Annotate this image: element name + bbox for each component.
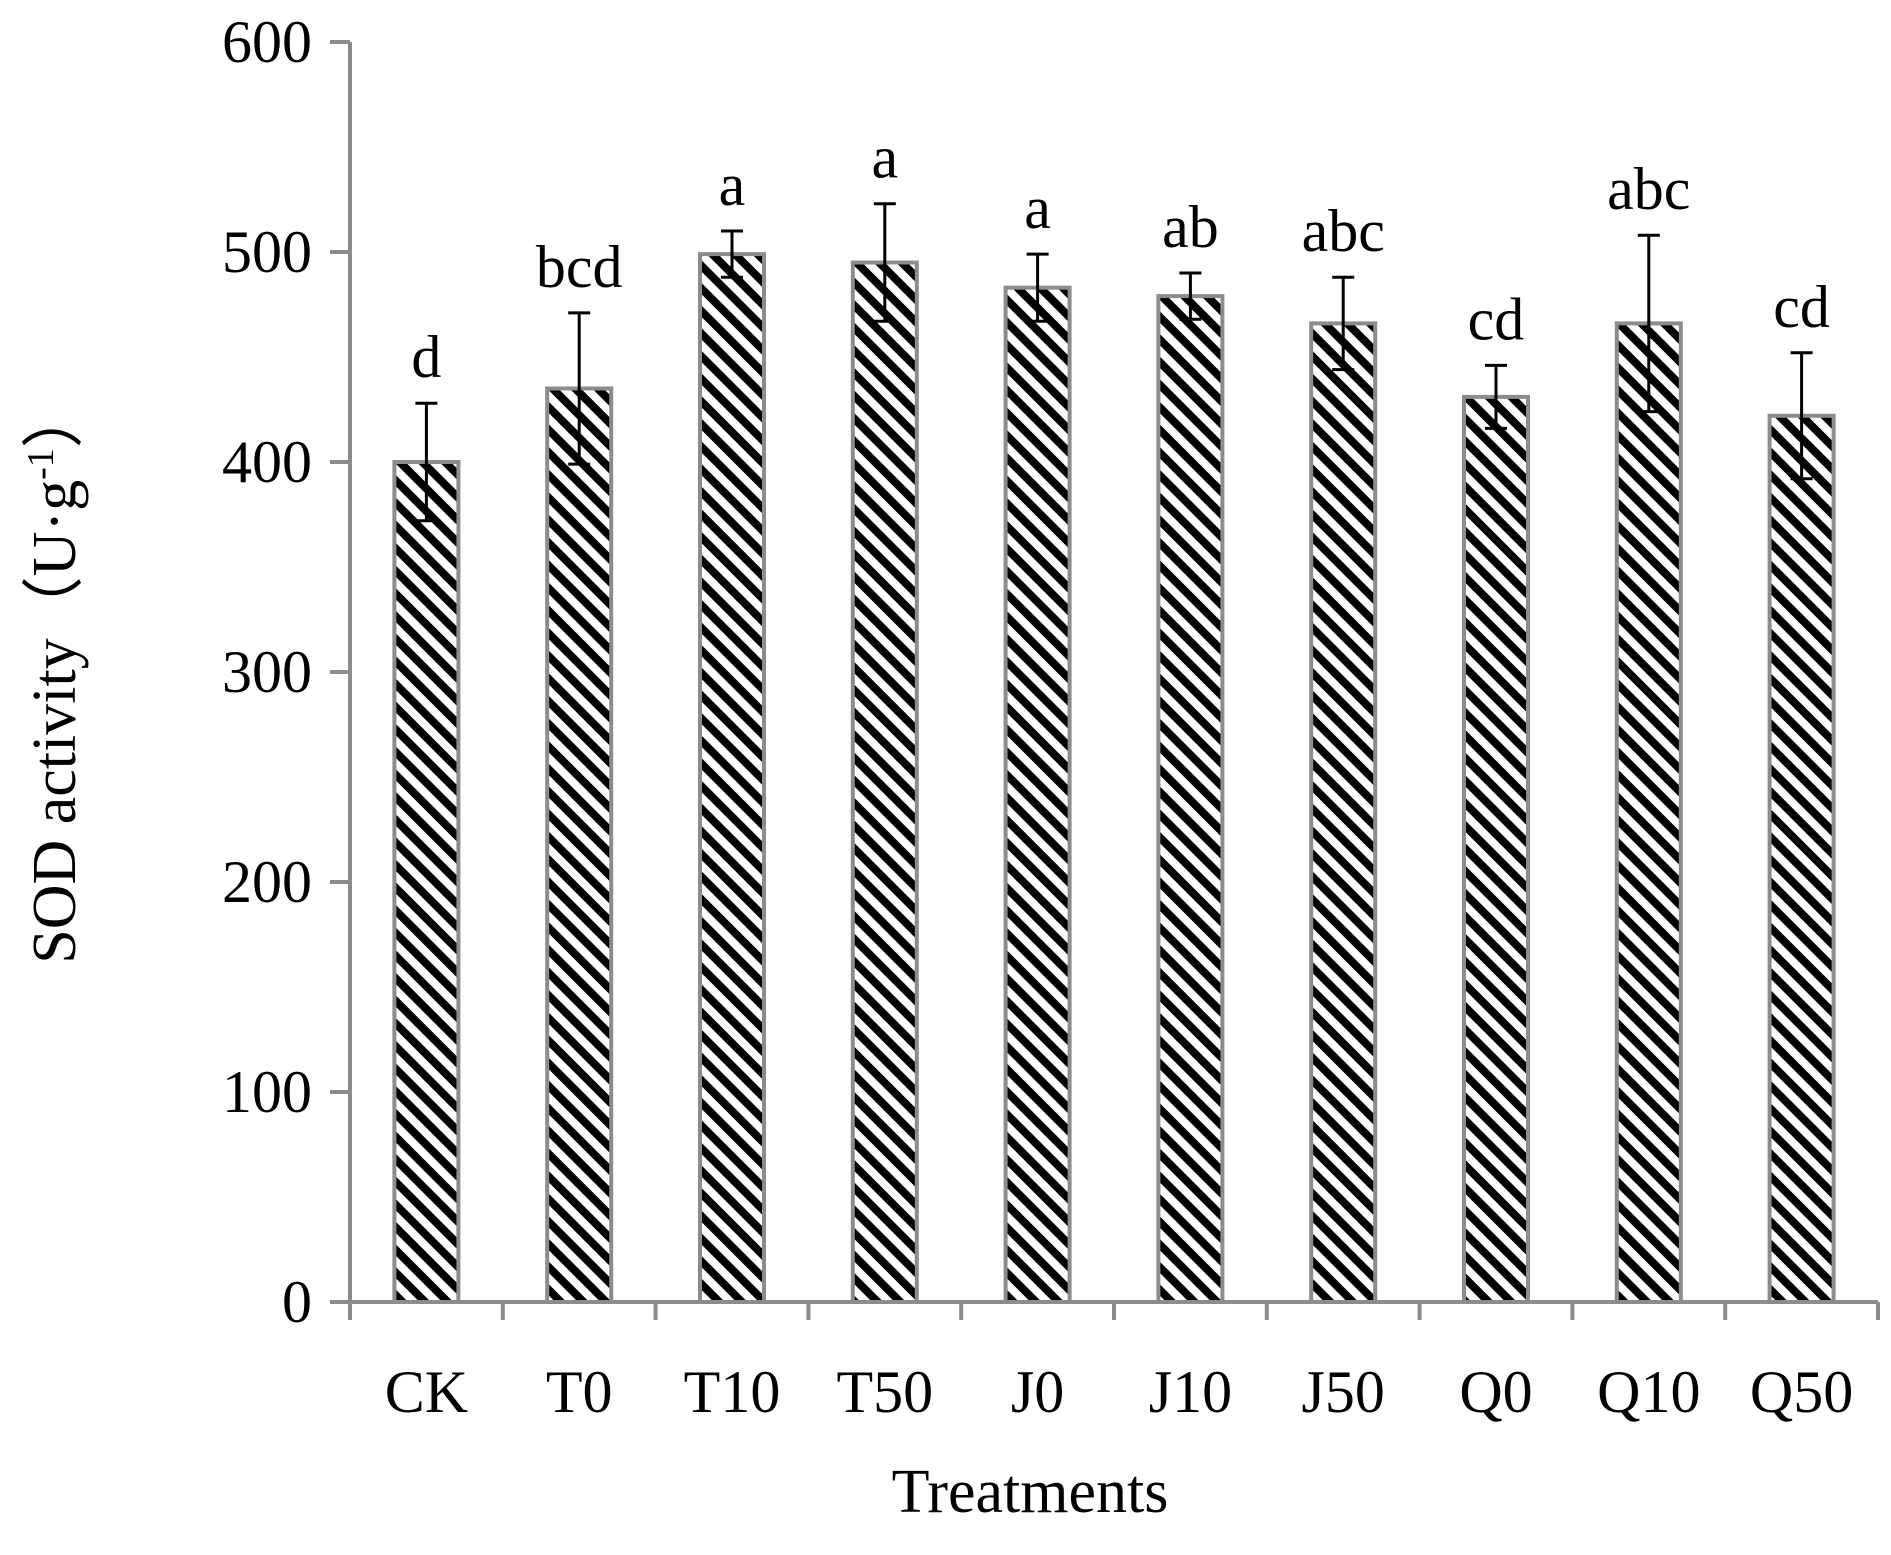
x-tick-label-ck: CK [385,1359,468,1425]
significance-label-q50: cd [1773,274,1830,340]
error-bars-group [415,202,1813,523]
bar-j0 [1003,285,1072,1304]
error-bar-ck [415,401,438,523]
significance-label-j0: a [1024,175,1051,241]
significance-label-t10: a [719,152,746,218]
error-bar-q50 [1790,351,1813,481]
bar-j10 [1156,294,1225,1305]
x-tick-label-j10: J10 [1149,1359,1232,1425]
y-axis-title-main: SOD activity（U·g [21,480,89,964]
bar-q0 [1462,394,1530,1304]
y-tick-label-300: 300 [222,639,312,705]
significance-label-j10: ab [1162,194,1219,260]
error-bar-t50 [873,202,896,323]
error-bar-t10 [721,229,743,279]
y-axis-title-superscript: -1 [20,448,62,480]
error-bar-q10 [1637,233,1660,414]
bar-ck [392,460,461,1304]
bar-q50 [1767,413,1836,1304]
y-tick-label-500: 500 [222,219,312,285]
y-axis-title: SOD activity（U·g-1） [20,386,89,964]
error-bar-j10 [1179,271,1202,321]
y-tick-label-100: 100 [222,1059,312,1125]
y-tick-label-0: 0 [282,1269,312,1335]
x-axis-title: Treatments [892,1458,1169,1526]
x-tick-label-t0: T0 [546,1359,613,1425]
bar-t0 [545,386,614,1304]
error-bar-j0 [1026,252,1049,323]
significance-label-ck: d [411,324,441,390]
labels-group: 0 100 200 300 400 500 600 CK T0 T10 T50 J0 J10 J50 Q0 Q… [222,9,1853,1425]
bar-t10 [698,252,766,1305]
error-bar-q0 [1485,363,1507,430]
bar-t50 [850,260,919,1304]
x-tick-label-j0: J0 [1011,1359,1064,1425]
x-tick-label-q10: Q10 [1597,1359,1700,1425]
bar-q10 [1614,321,1683,1304]
axes-group [330,40,1880,1320]
x-tick-label-q0: Q0 [1459,1359,1532,1425]
significance-label-t0: bcd [536,234,623,300]
error-bar-t0 [568,311,591,466]
y-tick-label-400: 400 [222,429,312,495]
significance-label-q10: abc [1607,156,1690,222]
x-tick-label-t50: T50 [836,1359,933,1425]
error-bar-j50 [1332,275,1355,372]
y-axis-title-close: ） [21,386,89,448]
y-tick-label-200: 200 [222,849,312,915]
x-tick-label-q50: Q50 [1750,1359,1853,1425]
significance-label-t50: a [871,125,898,191]
significance-label-j50: abc [1302,198,1385,264]
significance-label-q0: cd [1468,286,1525,352]
bar-j50 [1309,321,1378,1304]
x-tick-label-t10: T10 [684,1359,781,1425]
y-tick-label-600: 600 [222,9,312,75]
x-tick-label-j50: J50 [1302,1359,1385,1425]
bars-group [392,252,1836,1305]
